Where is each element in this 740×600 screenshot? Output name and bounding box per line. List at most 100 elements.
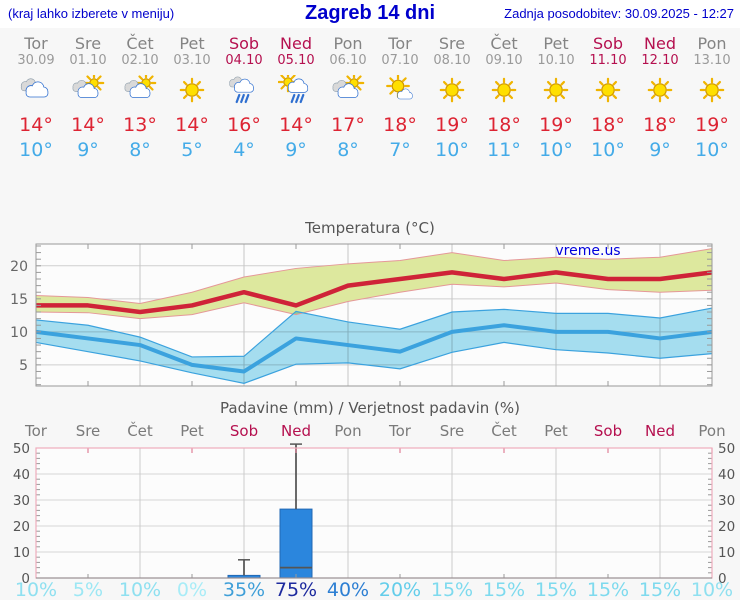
precip-day-label: Tor [388, 422, 412, 440]
high-temp-label: 19° [435, 114, 469, 136]
high-temp-label: 14° [175, 114, 209, 136]
precip-probability-label: 10% [119, 579, 161, 600]
forecast-day[interactable]: Sob 04.10 16° 4° [218, 28, 270, 168]
weather-icon-box [10, 71, 62, 111]
cloud-shape [25, 81, 49, 98]
forecast-day[interactable]: Pon 13.10 19° 10° [686, 28, 738, 168]
vreme-watermark[interactable]: vreme.us [555, 243, 620, 259]
weather-icon-box [478, 71, 530, 111]
precip-ticks [36, 448, 713, 578]
weather-icon-mostly-sunny [386, 75, 413, 100]
temperature-chart: 5 10 15 20 vreme.us [10, 243, 713, 387]
low-temp-label: 8° [337, 139, 359, 161]
low-temp-label: 10° [695, 139, 729, 161]
low-temp-label: 8° [129, 139, 151, 161]
day-date-label: 07.10 [381, 53, 419, 68]
day-date-label: 08.10 [433, 53, 471, 68]
precip-probability-label: 20% [379, 579, 421, 600]
sun-shape [595, 77, 621, 103]
weather-icon-box [686, 71, 738, 111]
sun-shape [647, 77, 673, 103]
last-updated: Zadnja posodobitev: 30.09.2025 - 12:27 [504, 6, 734, 21]
precip-probability-label: 15% [431, 579, 473, 600]
page-title: Zagreb 14 dni [304, 2, 436, 24]
forecast-day[interactable]: Ned 12.10 18° 9° [634, 28, 686, 168]
weather-icon-sunny [595, 77, 621, 103]
cloud-shape [287, 78, 309, 93]
svg-text:5: 5 [19, 358, 28, 374]
weather-icon-box [426, 71, 478, 111]
svg-text:10: 10 [13, 545, 30, 561]
min-temp-line [35, 323, 713, 374]
day-date-label: 12.10 [641, 53, 679, 68]
precip-day-label: Sre [76, 422, 101, 440]
menu-note: (kraj lahko izberete v meniju) [8, 6, 175, 21]
weather-icon-partly-sunny [124, 75, 157, 98]
precip-probability-label: 15% [639, 579, 681, 600]
svg-text:20: 20 [13, 519, 30, 535]
forecast-day[interactable]: Tor 07.10 18° 7° [374, 28, 426, 168]
forecast-day[interactable]: Tor 30.09 14° 10° [10, 28, 62, 168]
precip-probability-label: 10% [691, 579, 733, 600]
forecast-day[interactable]: Sre 08.10 19° 10° [426, 28, 478, 168]
svg-text:50: 50 [718, 441, 735, 457]
forecast-day[interactable]: Čet 02.10 13° 8° [114, 28, 166, 168]
precip-day-label: Ned [645, 422, 675, 440]
sun-shape [439, 77, 465, 103]
sun-shape [179, 77, 205, 103]
precip-probability-label: 15% [535, 579, 577, 600]
weather-icon-sunny [699, 77, 725, 103]
high-temp-label: 18° [487, 114, 521, 136]
forecast-day[interactable]: Pet 03.10 14° 5° [166, 28, 218, 168]
weather-icon-box [530, 71, 582, 111]
forecast-day[interactable]: Pet 10.10 19° 10° [530, 28, 582, 168]
low-temp-label: 9° [77, 139, 99, 161]
precipitation-chart: Tor Sre Čet Pet Sob Ned Pon Tor Sre Čet Pet Sob Ned P… [13, 421, 735, 600]
precip-probabilities: 10% 5% 10% 0% 35% 75% 40% 20% 15% 15% 15% 15% 15% 10% [15, 579, 733, 600]
sun-shape [491, 77, 517, 103]
cloud-shape [234, 78, 254, 93]
day-date-label: 13.10 [693, 53, 731, 68]
precip-day-label: Sre [440, 422, 465, 440]
high-temp-label: 17° [331, 114, 365, 136]
day-name-label: Sob [228, 34, 260, 53]
low-temp-label: 11° [487, 139, 521, 161]
forecast-day[interactable]: Sre 01.10 14° 9° [62, 28, 114, 168]
high-temp-label: 18° [643, 114, 677, 136]
weather-icon-box [634, 71, 686, 111]
day-date-label: 02.10 [121, 53, 159, 68]
svg-text:20: 20 [10, 259, 28, 275]
precip-day-label: Čet [127, 421, 153, 440]
max-temp-line [36, 270, 713, 315]
forecast-day[interactable]: Pon 06.10 17° 8° [322, 28, 374, 168]
precip-day-label: Sob [230, 422, 258, 440]
high-temp-label: 14° [71, 114, 105, 136]
high-temp-label: 13° [123, 114, 157, 136]
weather-icon-box [62, 71, 114, 111]
forecast-day[interactable]: Ned 05.10 14° 9° [270, 28, 322, 168]
svg-text:40: 40 [13, 467, 30, 483]
day-name-label: Tor [388, 34, 412, 53]
precip-probability-label: 5% [73, 579, 103, 600]
precip-day-label: Pet [180, 422, 204, 440]
forecast-day[interactable]: Sob 11.10 18° 10° [582, 28, 634, 168]
precip-day-label: Čet [491, 421, 517, 440]
day-name-label: Ned [644, 34, 676, 53]
temp-y-labels: 5 10 15 20 [10, 259, 28, 374]
svg-text:0: 0 [718, 571, 727, 587]
cloud-shape [77, 83, 99, 98]
low-temp-label: 9° [285, 139, 307, 161]
high-temp-label: 14° [279, 114, 313, 136]
precip-plot-area [36, 448, 712, 578]
forecast-day[interactable]: Čet 09.10 18° 11° [478, 28, 530, 168]
precip-probability-label: 0% [177, 579, 207, 600]
precip-day-label: Sob [594, 422, 622, 440]
cloud-shape [129, 83, 151, 98]
svg-text:30: 30 [13, 493, 30, 509]
weather-icon-box [322, 71, 374, 111]
weather-icon-sunny [543, 77, 569, 103]
day-date-label: 06.10 [329, 53, 367, 68]
weather-icon-sunny [491, 77, 517, 103]
precip-day-label: Pon [334, 422, 361, 440]
high-temp-label: 19° [539, 114, 573, 136]
